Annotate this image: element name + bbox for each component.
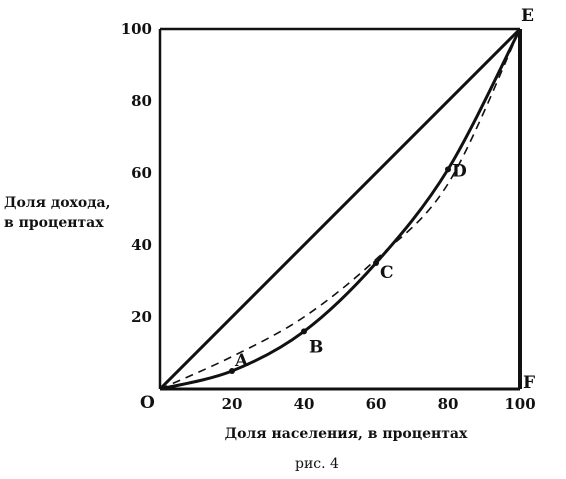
x-tick-label: 60 — [366, 395, 387, 413]
y-tick-label: 40 — [131, 236, 152, 254]
dashed-curve — [159, 28, 521, 390]
y-axis-label-line-1: Доля дохода, — [4, 195, 111, 211]
y-tick-label: 100 — [121, 20, 152, 38]
figure-caption: рис. 4 — [295, 456, 339, 472]
point-label-a: A — [234, 351, 249, 371]
point-label-d: D — [452, 161, 467, 181]
x-axis-label: Доля населения, в процентах — [225, 426, 468, 442]
point-dot-a — [229, 368, 235, 374]
x-tick-label: 40 — [294, 395, 315, 413]
equality-line — [158, 27, 522, 391]
point-label-f: F — [523, 373, 535, 393]
y-axis-label-line-2: в процентах — [4, 215, 104, 231]
y-tick-label: 80 — [131, 92, 152, 110]
point-dot-d — [445, 166, 451, 173]
x-tick-label: 80 — [438, 395, 459, 413]
x-tick-label: 100 — [504, 395, 535, 413]
point-label-b: B — [309, 337, 323, 357]
point-dot-b — [301, 328, 307, 335]
x-tick-label: 20 — [222, 395, 243, 413]
point-label-o: O — [140, 393, 155, 413]
y-tick-label: 20 — [131, 308, 152, 326]
y-tick-label: 60 — [131, 164, 152, 182]
point-dot-c — [373, 260, 379, 266]
point-label-e: E — [521, 6, 534, 26]
point-label-c: C — [380, 263, 394, 283]
